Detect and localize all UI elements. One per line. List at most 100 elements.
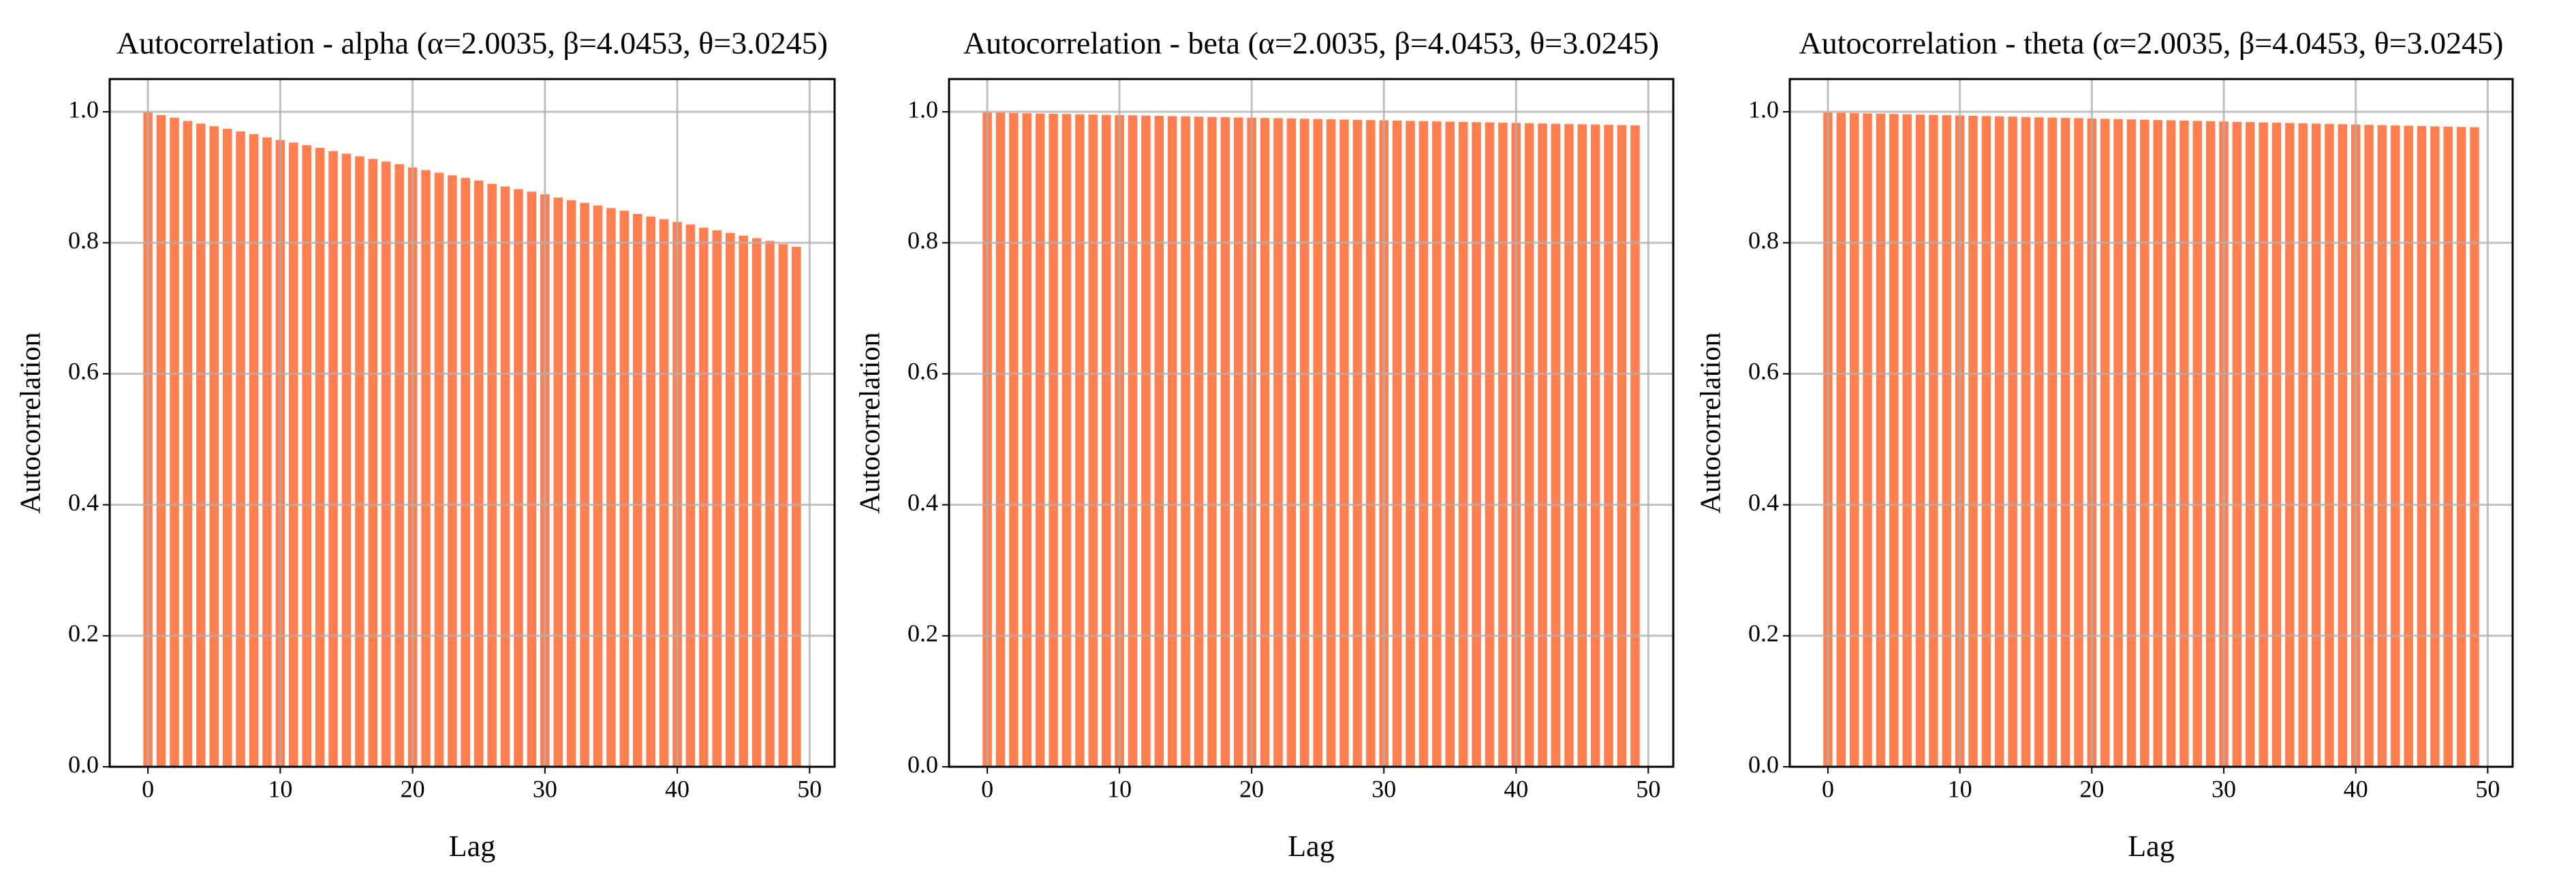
bar <box>1901 112 1913 767</box>
bar <box>2046 116 2058 768</box>
bar <box>1299 117 1311 767</box>
bar <box>2164 119 2177 767</box>
bar <box>1967 114 1979 767</box>
x-axis-label: Lag <box>2128 829 2174 863</box>
bar <box>2297 121 2309 767</box>
bar <box>684 223 697 767</box>
bar <box>2231 120 2244 767</box>
bar <box>1008 111 1020 767</box>
bar <box>1470 121 1483 767</box>
bar <box>512 187 525 767</box>
bar <box>2073 117 2085 767</box>
bar <box>552 196 565 767</box>
bar <box>1914 113 1927 767</box>
bar <box>1258 117 1271 767</box>
bar <box>737 234 749 767</box>
bar <box>300 144 313 768</box>
bar <box>1589 123 1602 768</box>
bar <box>2033 116 2045 767</box>
bar <box>1536 122 1549 768</box>
bar <box>1324 118 1337 768</box>
bar <box>486 182 498 767</box>
bar <box>1060 112 1073 768</box>
bar <box>2191 119 2204 767</box>
y-tick-label: 0.2 <box>1748 620 1779 647</box>
bar <box>994 111 1007 767</box>
y-tick-label: 1.0 <box>1748 95 1779 123</box>
plot-frame <box>1788 78 2514 768</box>
bar <box>2468 125 2481 767</box>
bar <box>181 119 194 768</box>
bar <box>234 129 247 768</box>
bar <box>459 177 472 767</box>
bar <box>605 207 617 767</box>
bar <box>2389 124 2402 768</box>
bar <box>1444 120 1457 767</box>
bar <box>1219 115 1232 767</box>
bar <box>2059 117 2072 768</box>
x-tick-label: 30 <box>533 775 557 802</box>
bar <box>711 229 724 767</box>
bar <box>367 157 379 767</box>
y-tick-label: 0.6 <box>907 358 938 385</box>
bar <box>1021 112 1034 768</box>
bar <box>313 146 326 768</box>
bar <box>1940 113 1953 767</box>
y-tick-label: 0.0 <box>907 750 938 778</box>
bar <box>1047 112 1059 767</box>
x-tick-label: 10 <box>1948 775 1972 802</box>
bar <box>1888 112 1900 767</box>
bar <box>2006 115 2019 768</box>
bar <box>393 162 405 768</box>
bar <box>1835 111 1848 768</box>
y-tick-label: 0.6 <box>68 358 99 385</box>
bar <box>2112 117 2124 767</box>
bar <box>1497 121 1509 768</box>
y-tick-label: 1.0 <box>68 95 99 123</box>
bar <box>1166 115 1179 767</box>
bar <box>1034 112 1046 767</box>
bar <box>208 125 221 768</box>
bar <box>1338 118 1350 767</box>
bar <box>1523 121 1536 767</box>
x-tick-label: 0 <box>1822 775 1834 802</box>
bar <box>790 245 803 767</box>
bar <box>2125 118 2138 768</box>
bar <box>2270 121 2283 768</box>
bar <box>1615 123 1628 767</box>
bar <box>525 190 538 767</box>
bar <box>1365 119 1377 768</box>
bar <box>2323 122 2336 768</box>
y-axis-label: Autocorrelation <box>855 333 886 514</box>
x-tick-label: 50 <box>2475 775 2500 802</box>
bar <box>155 113 168 768</box>
bar <box>354 155 366 767</box>
bar <box>168 116 181 768</box>
x-tick-label: 30 <box>1371 775 1396 802</box>
x-tick-label: 50 <box>797 775 822 802</box>
bar <box>1874 112 1887 767</box>
plot-frame <box>948 78 1675 768</box>
y-tick-label: 0.2 <box>907 620 938 647</box>
bar <box>499 185 512 767</box>
bar <box>420 168 432 767</box>
bar <box>657 217 670 767</box>
bar <box>2415 124 2428 767</box>
bar <box>1126 114 1139 767</box>
bar <box>565 198 578 767</box>
bar <box>764 239 776 767</box>
y-tick-label: 0.8 <box>68 227 99 254</box>
bar <box>698 226 710 767</box>
y-tick-label: 0.0 <box>1748 750 1779 778</box>
x-tick-label: 40 <box>1504 775 1528 802</box>
bar <box>2098 117 2111 768</box>
bar <box>1483 121 1496 767</box>
bar <box>1312 117 1324 767</box>
bar <box>2363 123 2375 768</box>
bar <box>2244 121 2256 767</box>
bar <box>2336 123 2349 768</box>
x-tick-label: 40 <box>2344 775 2368 802</box>
chart-title: Autocorrelation - beta (α=2.0035, β=4.04… <box>963 26 1659 61</box>
bar <box>2019 115 2032 768</box>
bar <box>1074 112 1086 767</box>
